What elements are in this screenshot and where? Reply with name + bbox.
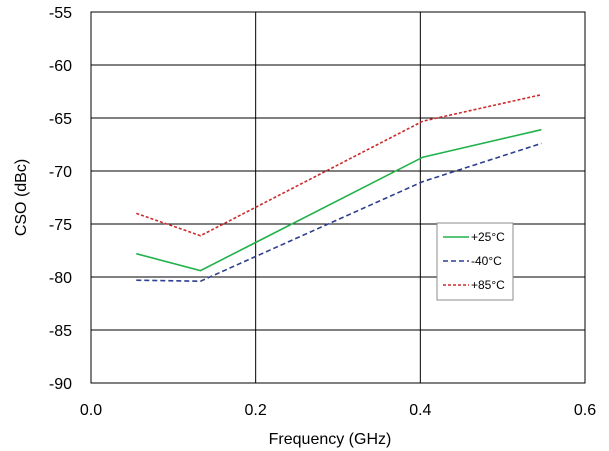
series-line-1 bbox=[136, 142, 542, 283]
x-axis-ticks: 0.0 0.2 0.4 0.6 bbox=[80, 402, 596, 419]
series-lines bbox=[136, 93, 542, 283]
legend-label: +85°C bbox=[471, 278, 505, 292]
x-tick-label: 0.2 bbox=[245, 402, 267, 419]
y-tick-label: -90 bbox=[49, 376, 72, 393]
x-tick-label: 0.6 bbox=[574, 402, 596, 419]
y-tick-label: -65 bbox=[49, 111, 72, 128]
series-line-0 bbox=[136, 128, 542, 272]
legend-label: -40°C bbox=[471, 254, 502, 268]
y-axis-ticks: -55 -60 -65 -70 -75 -80 -85 -90 bbox=[49, 5, 72, 393]
y-tick-label: -70 bbox=[49, 164, 72, 181]
legend-label: +25°C bbox=[471, 230, 505, 244]
y-tick-label: -55 bbox=[49, 5, 72, 22]
y-axis-label: CSO (dBc) bbox=[13, 159, 30, 236]
series-line-2 bbox=[136, 93, 542, 237]
plot-area bbox=[90, 11, 586, 384]
y-tick-label: -75 bbox=[49, 217, 72, 234]
legend: +25°C -40°C +85°C bbox=[436, 222, 514, 301]
x-tick-label: 0.0 bbox=[80, 402, 102, 419]
y-tick-label: -60 bbox=[49, 58, 72, 75]
y-tick-label: -85 bbox=[49, 323, 72, 340]
x-axis-label: Frequency (GHz) bbox=[269, 431, 392, 448]
y-tick-label: -80 bbox=[49, 270, 72, 287]
legend-box bbox=[436, 222, 514, 301]
grid bbox=[90, 11, 586, 384]
x-tick-label: 0.4 bbox=[409, 402, 431, 419]
